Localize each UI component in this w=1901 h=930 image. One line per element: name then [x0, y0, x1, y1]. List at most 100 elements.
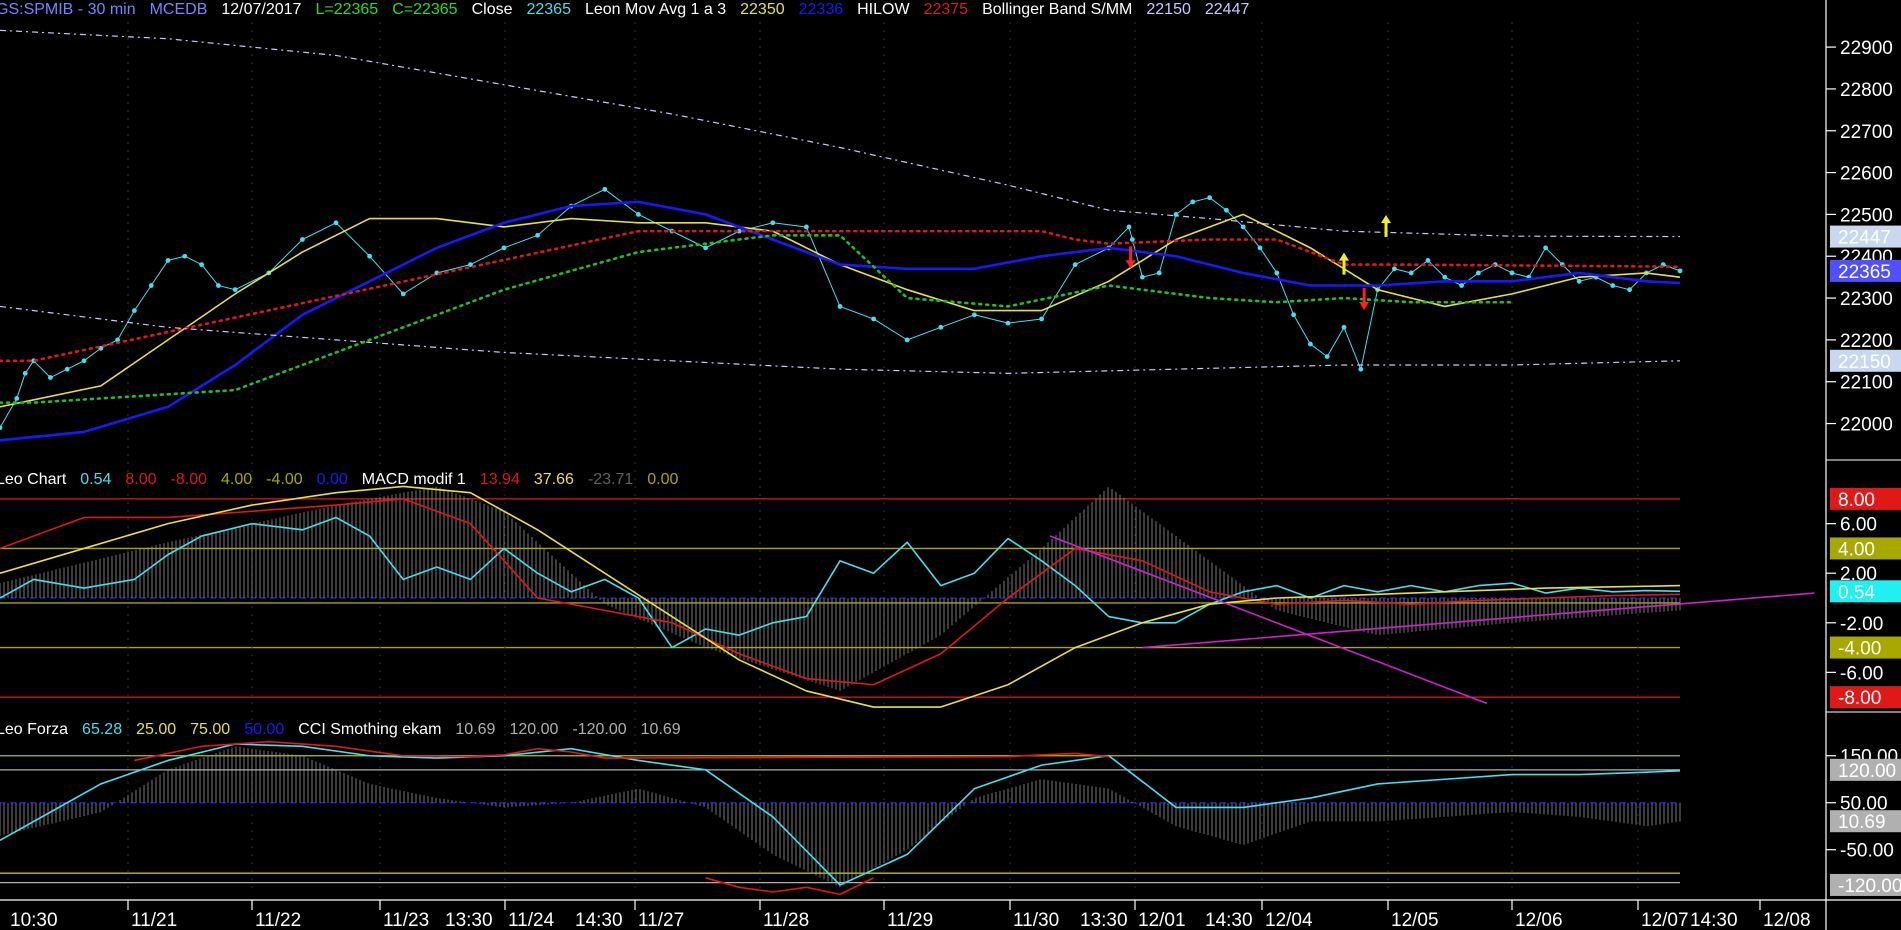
close-point	[1005, 320, 1011, 326]
legend-item: Bollinger Band S/MM	[982, 1, 1132, 18]
legend-item: CCI Smothing ekam	[298, 721, 441, 738]
close-point	[1425, 258, 1431, 263]
value-badge-macd: -4.00	[1830, 636, 1901, 660]
svg-text:10.69: 10.69	[1838, 812, 1886, 833]
tick-label: 22600	[1840, 164, 1893, 185]
close-point	[1627, 287, 1632, 293]
close-point	[232, 287, 238, 293]
close-point	[1543, 245, 1548, 251]
legend-item: 22150	[1146, 1, 1191, 18]
time-label: 14:30	[575, 910, 623, 930]
close-point	[1408, 270, 1414, 276]
value-badge-macd: 4.00	[1830, 537, 1901, 560]
legend-item: 22447	[1205, 1, 1250, 18]
legend-item: GS:SPMIB - 30 min	[0, 1, 136, 18]
legend-item: 0.00	[647, 471, 678, 488]
series-price-6	[0, 305, 1681, 374]
close-point	[1442, 274, 1448, 280]
close-point	[1224, 207, 1229, 213]
tick-label: 6.00	[1840, 515, 1877, 536]
svg-text:-8.00: -8.00	[1838, 688, 1881, 709]
legend-item: 0.00	[317, 471, 348, 488]
tick-label: 22900	[1840, 38, 1893, 59]
close-point	[468, 262, 473, 267]
legend-item: -8.00	[171, 471, 208, 488]
legend-cci: Leo Forza 65.28 25.00 75.00 50.00 CCI Smothin…	[0, 721, 681, 738]
value-badge-price: 22447	[1830, 225, 1901, 249]
series-macd-3	[1049, 535, 1488, 705]
close-point	[501, 245, 507, 251]
series-macd-4	[1142, 592, 1815, 649]
close-point	[14, 396, 20, 401]
tick-label: 22300	[1840, 289, 1893, 310]
legend-item: HILOW	[857, 1, 910, 18]
close-point	[1392, 266, 1397, 272]
legend-item: L=22365	[315, 1, 378, 18]
close-point	[904, 337, 910, 343]
close-point	[972, 312, 977, 318]
close-point	[871, 316, 876, 322]
legend-item: 13.94	[480, 471, 520, 488]
series-layer	[0, 29, 1815, 896]
legend-item: Leon Mov Avg 1 a 3	[585, 1, 726, 18]
legend-item: 22350	[740, 1, 785, 18]
series-cci-2	[705, 877, 874, 896]
tick-label: 22700	[1840, 122, 1893, 143]
close-point	[1129, 237, 1135, 242]
legend-item: MCEDB	[150, 1, 208, 18]
legend-item: -120.00	[572, 721, 626, 738]
legend-price: GS:SPMIB - 30 min MCEDB 12/07/2017 L=22365 C…	[0, 1, 1249, 18]
svg-text:0.54: 0.54	[1838, 582, 1875, 603]
signal-arrow-up	[1381, 214, 1391, 237]
date-label: 11/29	[887, 910, 933, 930]
close-point	[703, 245, 708, 251]
legend-item: Leo Chart	[0, 471, 67, 488]
series-cci-0	[0, 743, 1681, 886]
date-label: 11/30	[1013, 910, 1059, 930]
tick-label: 22000	[1840, 415, 1893, 436]
close-point	[736, 228, 742, 234]
time-label: 14:30	[1205, 910, 1253, 930]
close-point	[1190, 199, 1196, 205]
close-point	[115, 337, 120, 343]
close-point	[199, 262, 205, 267]
close-point	[216, 283, 221, 288]
histogram-cci	[0, 746, 1681, 888]
tick-label: 22500	[1840, 205, 1893, 226]
svg-text:-120.00: -120.00	[1838, 876, 1901, 897]
close-point	[804, 224, 809, 230]
date-label: 12/06	[1515, 910, 1563, 930]
close-point	[1257, 245, 1263, 251]
value-badge-cci: 120.00	[1830, 758, 1901, 782]
close-point	[636, 212, 641, 217]
svg-text:120.00: 120.00	[1838, 761, 1896, 782]
close-point	[132, 308, 137, 314]
legend-item: C=22365	[392, 1, 457, 18]
legend-item: 75.00	[190, 721, 230, 738]
date-label: 11/24	[508, 910, 555, 930]
legend-item: MACD modif 1	[362, 471, 466, 488]
signal-arrow-down	[1125, 246, 1136, 269]
legend-item: 25.00	[136, 721, 176, 738]
legend-item: 65.28	[82, 721, 122, 738]
tick-label: 50.00	[1840, 794, 1888, 815]
legend-item: 37.66	[534, 471, 574, 488]
close-point	[165, 258, 171, 263]
legend-item: 10.69	[641, 721, 681, 738]
legend-item: 50.00	[244, 721, 284, 738]
date-label: 11/23	[383, 910, 429, 930]
svg-text:22150: 22150	[1838, 352, 1891, 373]
close-point	[333, 220, 339, 226]
series-price-5	[0, 29, 1681, 238]
tick-label: 22100	[1840, 373, 1893, 394]
value-badge-macd: 0.54	[1830, 580, 1901, 603]
close-point	[535, 232, 540, 238]
close-point	[367, 253, 372, 259]
close-point	[1576, 278, 1582, 284]
date-label: 11/28	[763, 910, 809, 930]
close-point	[48, 375, 53, 380]
date-label: 12/04	[1265, 910, 1313, 930]
